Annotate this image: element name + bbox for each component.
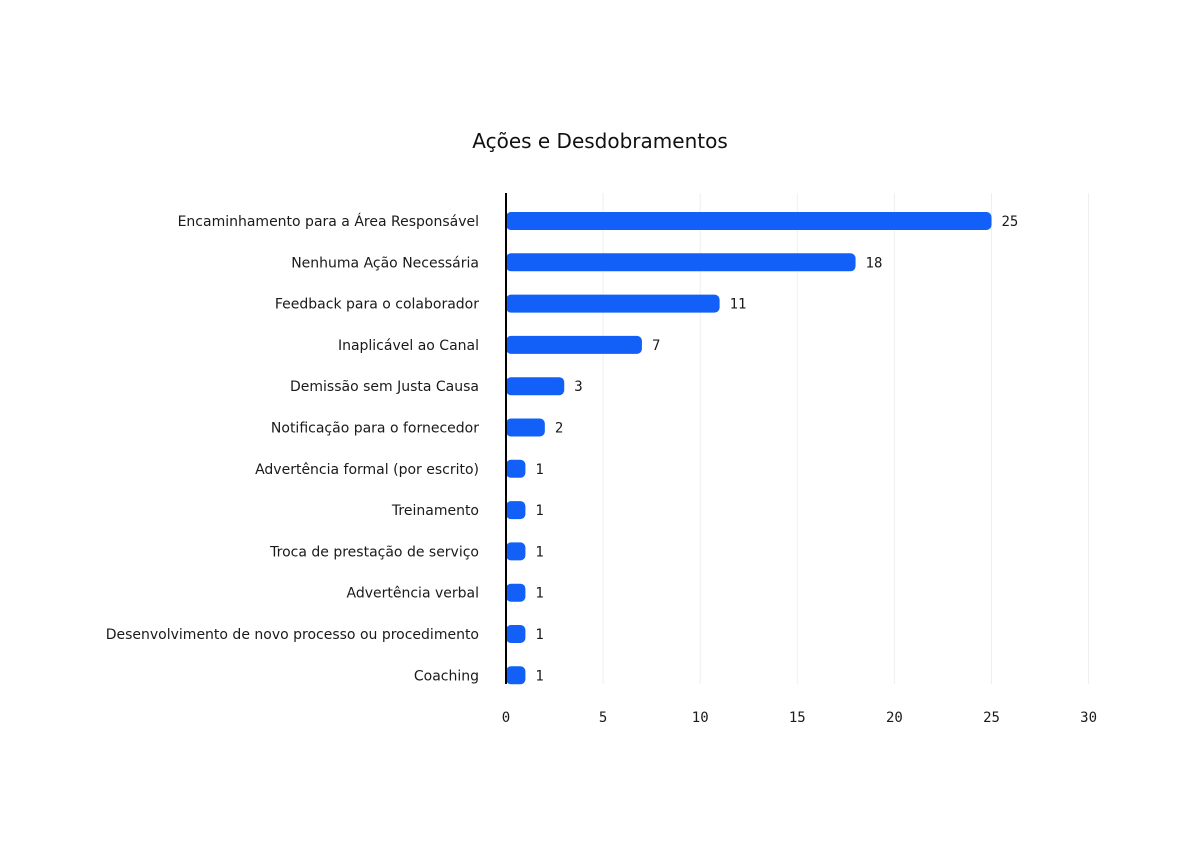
bar [506,335,642,354]
x-tick-label: 30 [1080,710,1097,726]
value-label: 11 [730,297,747,313]
category-label: Demissão sem Justa Causa [290,379,479,395]
value-label: 1 [535,586,543,602]
bar [506,666,526,685]
value-label: 1 [535,627,543,643]
value-label: 25 [1002,214,1019,230]
bar [506,377,565,396]
x-tick-label: 20 [886,710,903,726]
category-label: Nenhuma Ação Necessária [291,255,479,271]
category-label: Coaching [414,668,479,684]
bar [506,583,526,602]
value-label: 1 [535,668,543,684]
category-label: Encaminhamento para a Área Responsável [178,213,479,230]
value-label: 1 [535,544,543,560]
category-label: Treinamento [391,503,479,519]
value-label: 1 [535,462,543,478]
x-tick-label: 0 [502,710,510,726]
bar [506,542,526,561]
category-label: Notificação para o fornecedor [271,421,479,437]
value-label: 18 [866,255,883,271]
chart-title: Ações e Desdobramentos [472,129,728,153]
category-labels: Encaminhamento para a Área Responsável Ne… [106,213,480,684]
x-axis-ticks: 0 5 10 15 20 25 30 [502,710,1097,726]
x-tick-label: 15 [789,710,806,726]
value-label: 3 [574,379,582,395]
bar [506,625,526,643]
value-label: 2 [555,421,563,437]
bar [506,212,992,230]
x-tick-label: 25 [983,710,1000,726]
bar [506,501,526,520]
category-label: Advertência formal (por escrito) [255,462,479,478]
category-label: Troca de prestação de serviço [269,544,479,560]
bar [506,459,526,478]
category-label: Feedback para o colaborador [275,297,479,313]
value-label: 1 [535,503,543,519]
category-label: Advertência verbal [347,586,479,602]
x-tick-label: 10 [692,710,709,726]
category-label: Inaplicável ao Canal [338,338,479,354]
bars [506,212,992,685]
category-label: Desenvolvimento de novo processo ou proc… [106,627,479,643]
bar [506,253,856,272]
bar [506,294,720,313]
bar [506,418,545,437]
x-tick-label: 5 [599,710,607,726]
grid-lines [602,193,1090,684]
value-label: 7 [652,338,660,354]
